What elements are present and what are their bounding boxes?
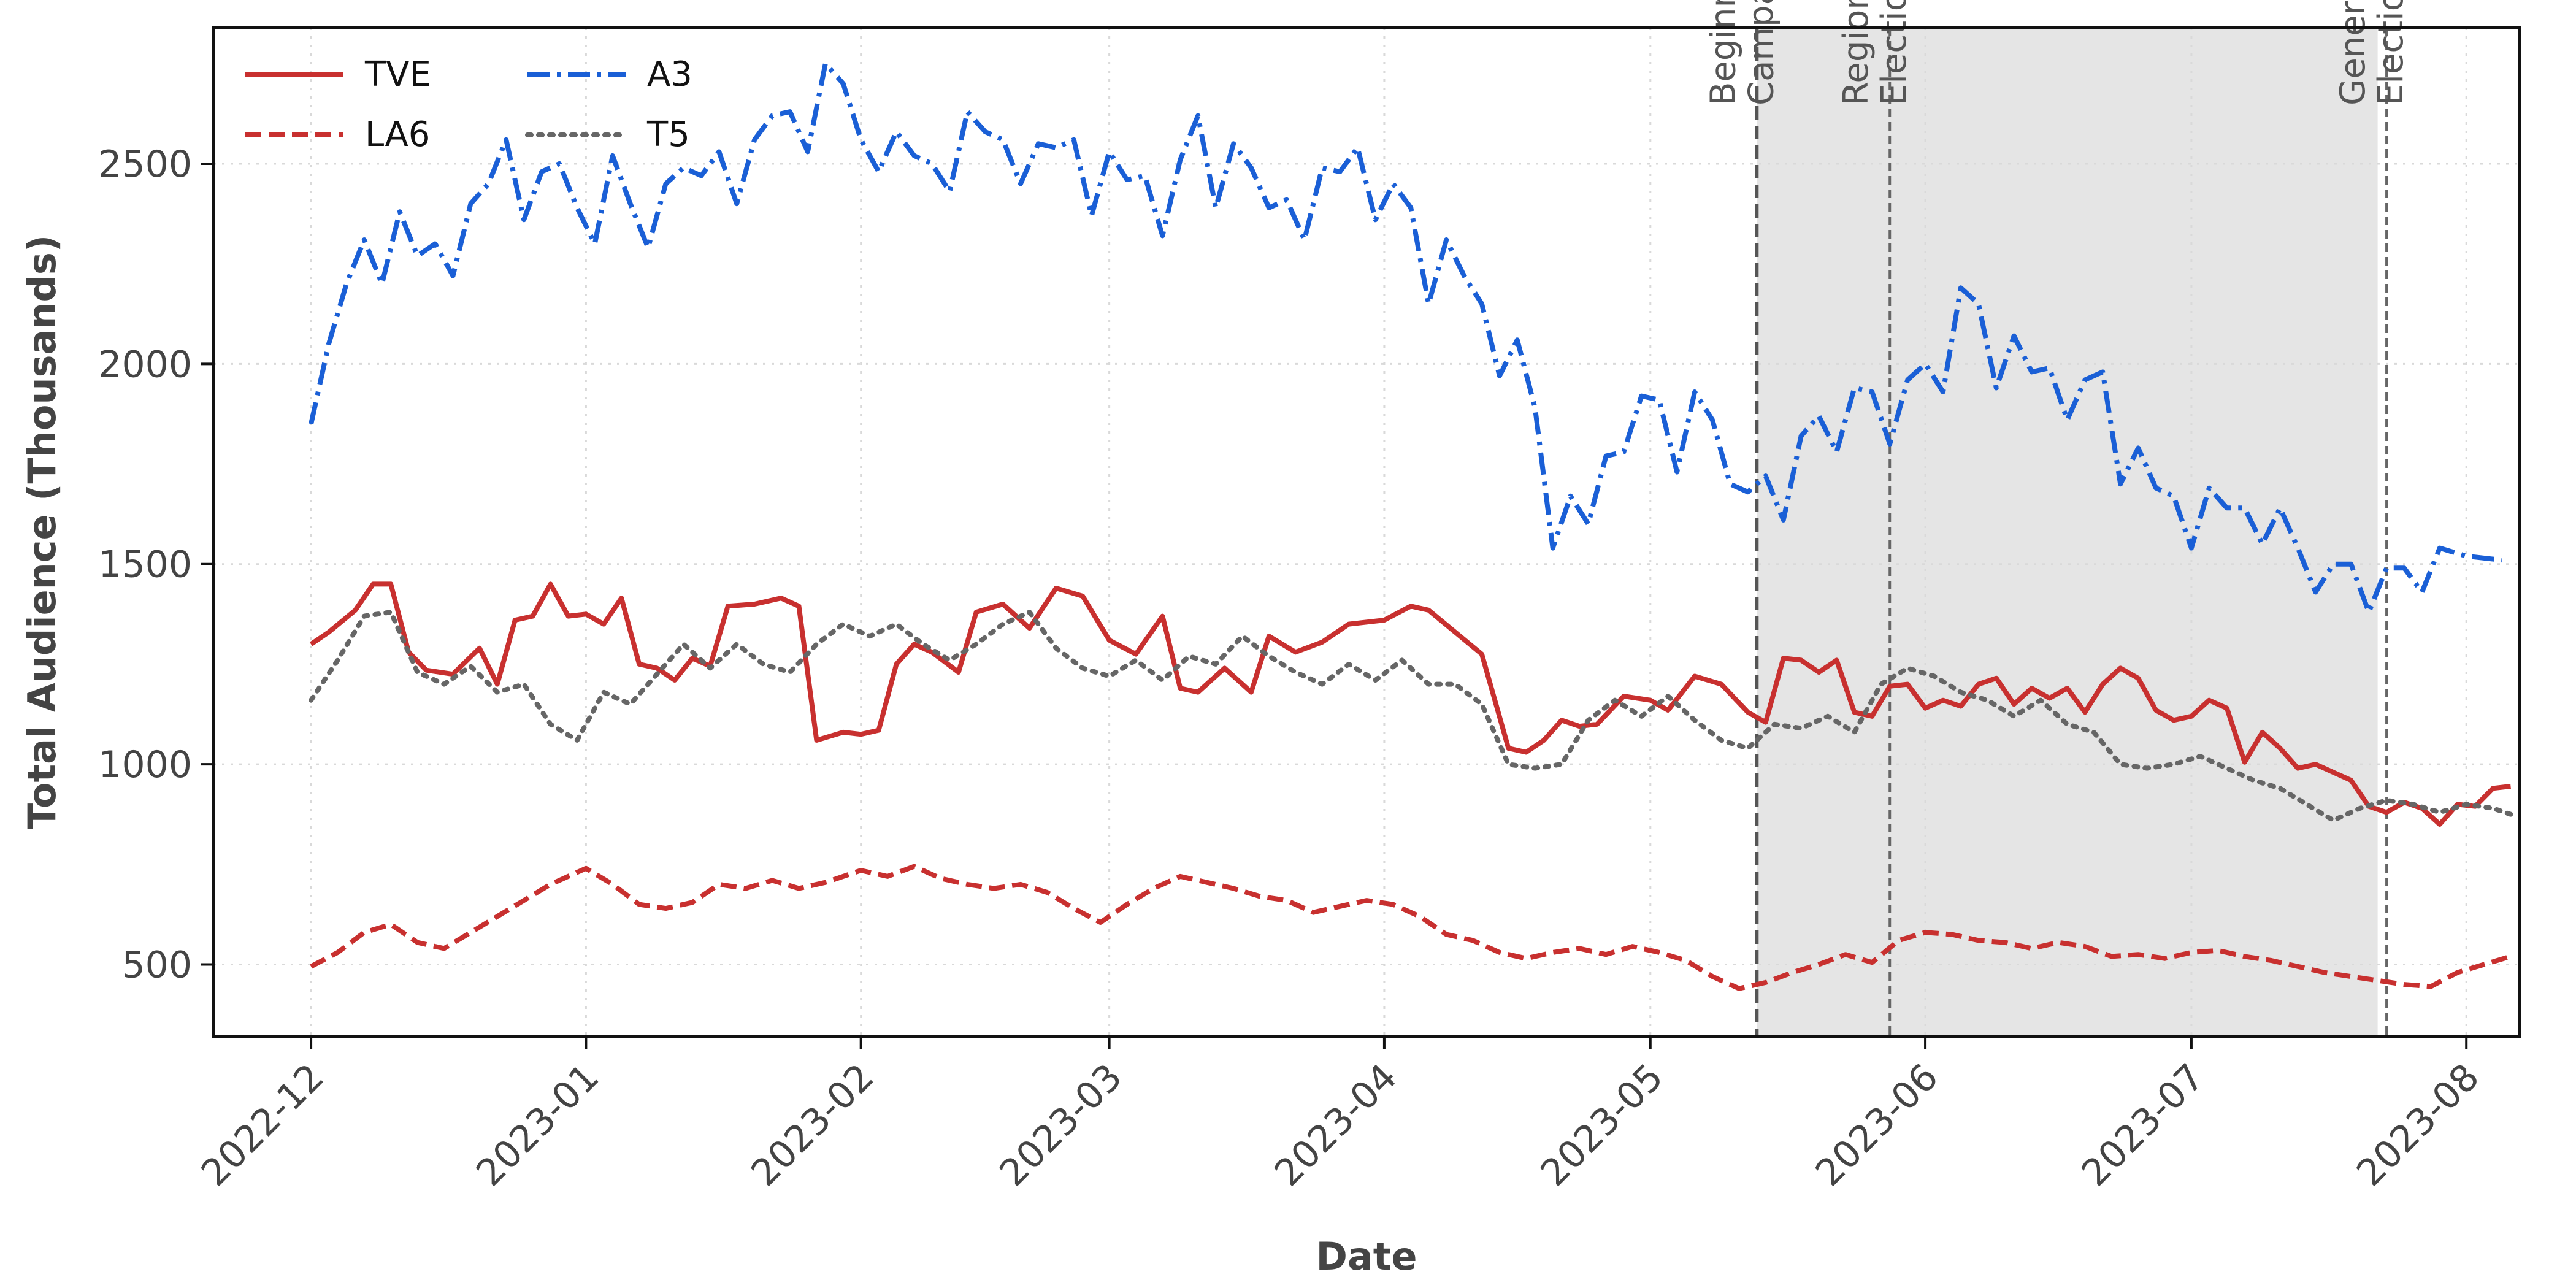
campaign-period-band bbox=[1757, 28, 2378, 1037]
series-lines bbox=[309, 61, 2513, 991]
legend-label-t5: T5 bbox=[646, 115, 690, 155]
y-tick-label: 1000 bbox=[98, 743, 192, 786]
series-line-tve bbox=[309, 581, 2511, 827]
event-label-line: Beginning bbox=[1703, 0, 1743, 105]
event-label-line: Campaign bbox=[1741, 0, 1781, 105]
legend-label-a3: A3 bbox=[647, 55, 692, 94]
series-line-la6 bbox=[310, 864, 2512, 991]
y-tick-label: 500 bbox=[121, 944, 192, 987]
legend-label-la6: LA6 bbox=[365, 115, 430, 155]
event-label-line: Regional bbox=[1836, 0, 1876, 105]
event-label-line: General bbox=[2333, 0, 2373, 105]
event-label-line: Elections bbox=[2371, 0, 2411, 105]
series-line-a3 bbox=[309, 61, 2502, 615]
event-label-line: Elections bbox=[1874, 0, 1914, 105]
legend: TVE LA6 A3 T5 bbox=[245, 55, 692, 155]
legend-label-tve: TVE bbox=[364, 55, 431, 94]
y-axis-title: Total Audience (Thousands) bbox=[20, 235, 64, 829]
gridlines bbox=[213, 28, 2520, 1037]
plot-frame bbox=[212, 26, 2521, 1038]
series-line-t5 bbox=[309, 610, 2513, 823]
x-axis-title: Date bbox=[1316, 1234, 1417, 1279]
y-tick-label: 2500 bbox=[98, 143, 192, 186]
y-tick-label: 2000 bbox=[98, 343, 192, 386]
y-tick-label: 1500 bbox=[98, 543, 192, 586]
y-axis: 500 1000 1500 2000 2500 bbox=[98, 143, 213, 987]
